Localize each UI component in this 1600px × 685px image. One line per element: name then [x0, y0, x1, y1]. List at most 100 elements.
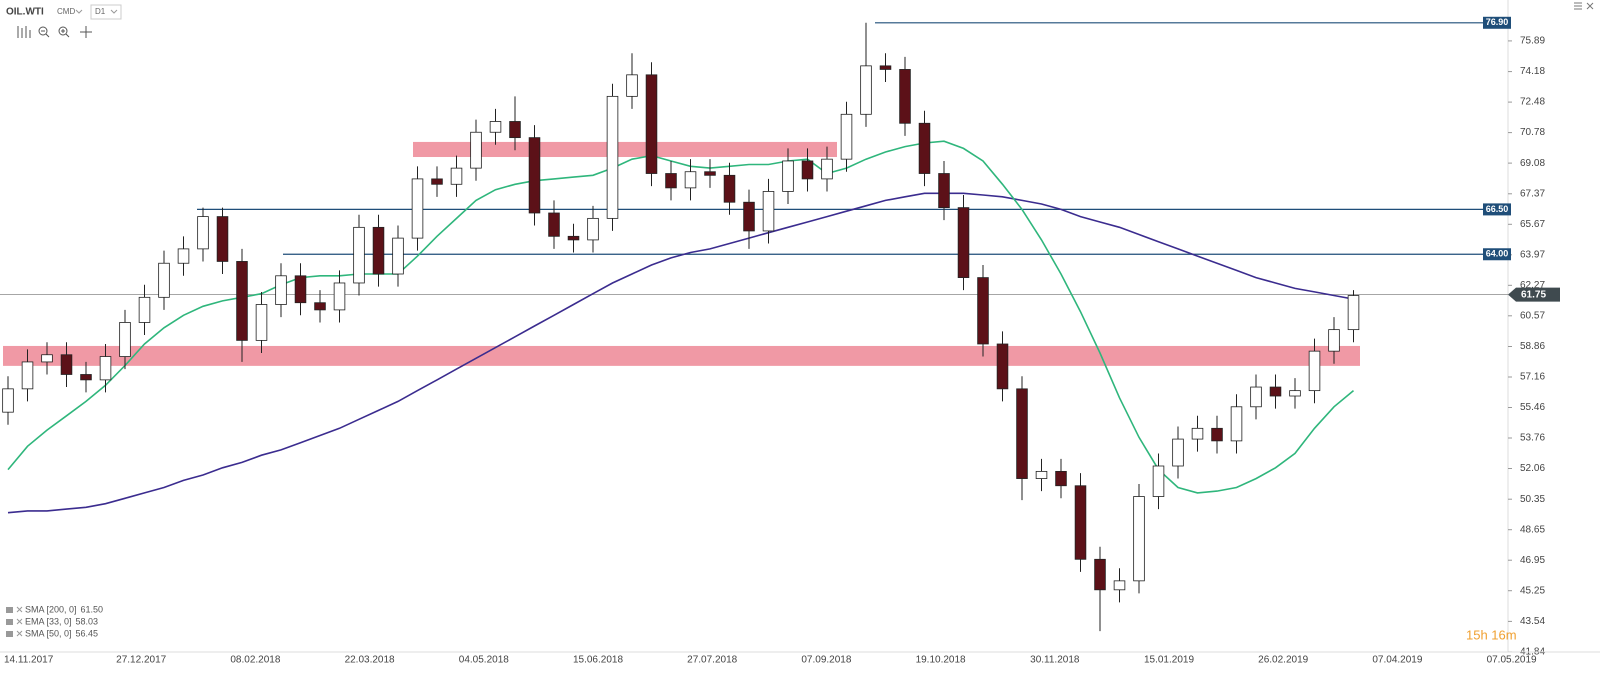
pan-icon[interactable] — [80, 26, 92, 38]
x-tick-label: 14.11.2017 — [4, 655, 54, 666]
candle-body — [353, 226, 365, 284]
y-tick-label: 45.25 — [1520, 585, 1545, 596]
legend-name: EMA [33, 0] — [25, 616, 72, 626]
menu-icon[interactable] — [1574, 2, 1582, 10]
candle-body — [899, 69, 911, 124]
candle-body — [938, 173, 950, 209]
y-tick-label: 75.89 — [1520, 36, 1545, 47]
x-tick-label: 07.09.2018 — [801, 655, 851, 666]
current-price-label: 61.75 — [1521, 289, 1546, 300]
y-tick-label: 65.67 — [1520, 219, 1545, 230]
candle-body — [840, 113, 853, 160]
candle-body — [21, 361, 34, 390]
x-tick-label: 07.05.2019 — [1487, 655, 1537, 666]
candle-body — [1308, 350, 1321, 392]
candle-body — [216, 216, 229, 262]
candle-body — [509, 121, 521, 139]
legend-remove[interactable] — [16, 606, 23, 613]
candle-body — [60, 354, 73, 375]
x-tick-label: 27.07.2018 — [687, 655, 737, 666]
candle-body — [645, 74, 658, 174]
interval-select[interactable] — [90, 4, 122, 20]
legend-value: 58.03 — [76, 616, 99, 626]
candle-body — [470, 131, 482, 169]
y-tick-label: 67.37 — [1520, 188, 1545, 199]
interval[interactable]: D1 — [95, 7, 106, 16]
chart-type-icon[interactable] — [17, 26, 31, 38]
legend-name: SMA [50, 0] — [25, 628, 72, 638]
legend-name: SMA [200, 0] — [25, 604, 77, 614]
y-tick-label: 69.08 — [1520, 158, 1545, 169]
support-zone — [413, 141, 837, 158]
candle-body — [528, 137, 541, 214]
candle-body — [957, 207, 970, 278]
candle-body — [1289, 390, 1301, 397]
zoom-out-icon[interactable] — [38, 26, 48, 36]
symbol[interactable]: OIL.WTI — [6, 7, 44, 18]
candle-body — [782, 160, 794, 192]
level-tag — [1483, 248, 1511, 261]
candle-body — [275, 275, 287, 305]
y-tick-label: 62.27 — [1520, 280, 1545, 291]
current-price-tag — [1508, 287, 1560, 302]
legend-value: 56.45 — [76, 628, 99, 638]
candle-body — [1113, 580, 1126, 591]
candle-body — [294, 275, 307, 304]
candle-body — [1172, 438, 1184, 467]
x-tick-label: 30.11.2018 — [1030, 655, 1080, 666]
legend-remove[interactable] — [16, 630, 23, 637]
candle-body — [1230, 406, 1243, 442]
y-tick-label: 52.06 — [1520, 463, 1545, 474]
candle-body — [684, 171, 697, 189]
market[interactable]: CMD — [57, 7, 75, 16]
candle-body — [801, 160, 814, 180]
legend-icon — [6, 607, 13, 613]
candle-body — [1328, 329, 1340, 352]
candle-body — [665, 173, 677, 189]
y-tick-label: 46.95 — [1520, 555, 1545, 566]
candle-body — [1269, 386, 1282, 397]
candle-body — [450, 167, 463, 185]
legend-remove[interactable] — [16, 618, 23, 625]
level-label: 64.00 — [1486, 249, 1509, 259]
candle-body — [743, 201, 755, 232]
candle-body — [392, 237, 404, 275]
candle-body — [119, 322, 131, 357]
x-tick-label: 22.03.2018 — [345, 655, 395, 666]
candle-body — [314, 302, 326, 311]
candle-body — [41, 354, 53, 363]
x-tick-label: 15.01.2019 — [1144, 655, 1194, 666]
candle-body — [1191, 427, 1204, 440]
x-tick-label: 26.02.2019 — [1258, 655, 1308, 666]
y-tick-label: 48.65 — [1520, 524, 1545, 535]
indicator-line — [7, 140, 1355, 494]
x-tick-label: 07.04.2019 — [1372, 655, 1422, 666]
candle-body — [431, 178, 443, 185]
candle-body — [197, 216, 209, 250]
candle-body — [99, 356, 112, 381]
y-tick-label: 57.16 — [1520, 372, 1545, 383]
y-tick-label: 53.76 — [1520, 433, 1545, 444]
candle-body — [821, 158, 833, 180]
candle-body — [1094, 558, 1106, 591]
plot-area: 75.89 74.18 72.48 70.78 69.08 67.37 65.67 63.97… — [0, 0, 1600, 666]
candle-body — [80, 374, 92, 381]
zoom-in-icon[interactable] — [58, 26, 68, 36]
toolbar: OIL.WTI CMD D1 — [6, 2, 1594, 38]
close-icon[interactable] — [1586, 2, 1594, 10]
y-tick-label: 50.35 — [1520, 494, 1545, 505]
candle-body — [489, 121, 502, 133]
dropdown-arrow[interactable] — [110, 9, 118, 14]
candle-body — [411, 178, 424, 239]
level-tag — [1483, 203, 1511, 216]
candle-body — [548, 212, 560, 237]
dropdown-arrow[interactable] — [75, 9, 83, 14]
candle-body — [879, 65, 892, 70]
candle-body — [762, 191, 775, 232]
candle-body — [1074, 485, 1087, 560]
candle-body — [1035, 470, 1048, 479]
candle-body — [1211, 427, 1223, 442]
legend-icon — [6, 631, 13, 637]
candle-body — [567, 235, 580, 241]
